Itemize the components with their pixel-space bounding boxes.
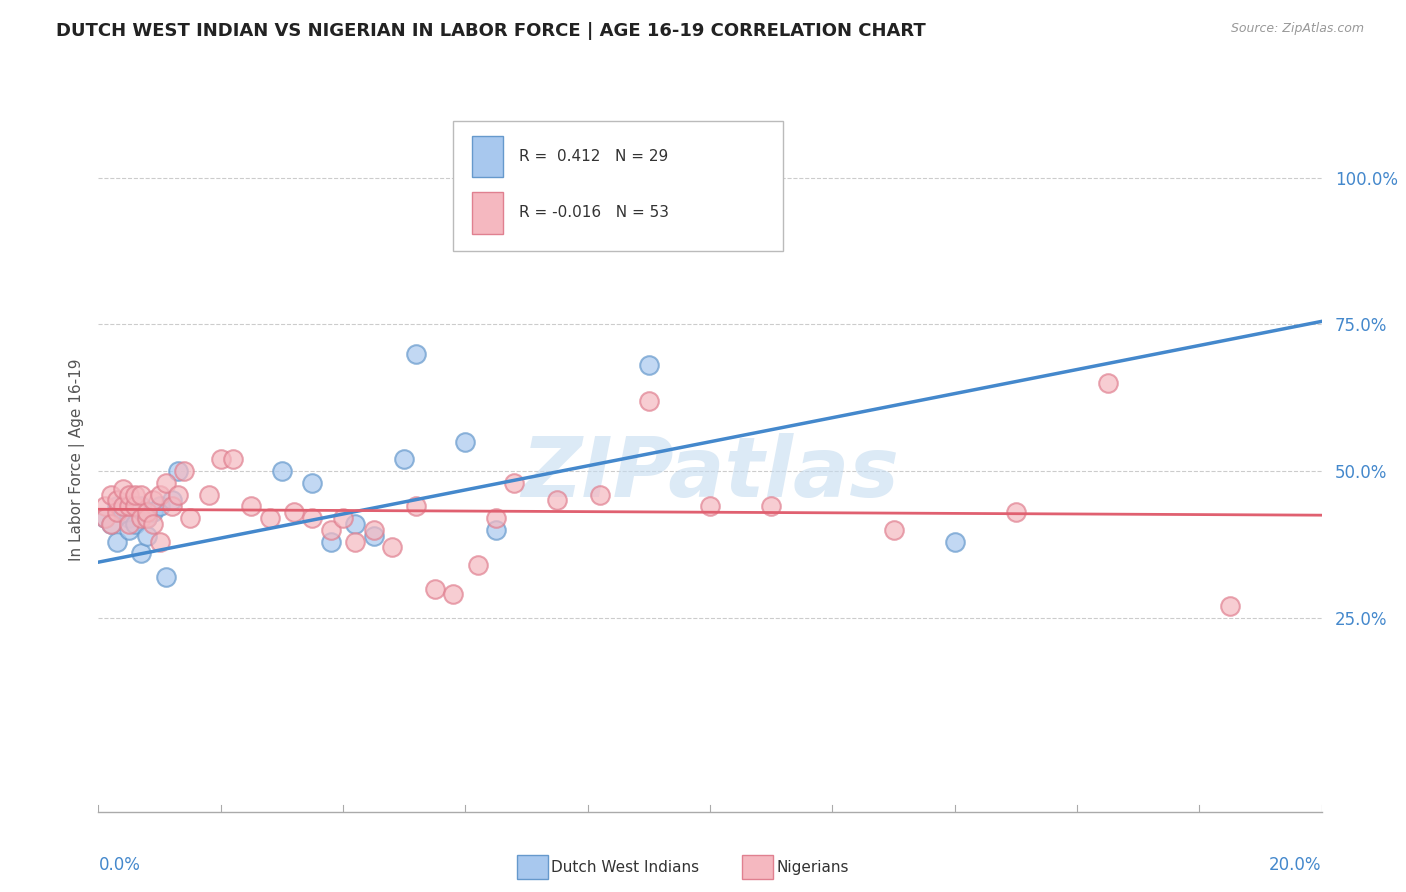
Point: [441, 587, 464, 601]
Point: [118, 500, 141, 514]
Point: [149, 534, 172, 549]
Point: [118, 516, 141, 531]
Point: [149, 500, 172, 514]
Point: [129, 511, 152, 525]
Point: [381, 541, 404, 555]
Point: [546, 493, 568, 508]
Point: [363, 529, 385, 543]
Point: [301, 511, 323, 525]
Point: [111, 505, 134, 519]
Point: [142, 493, 165, 508]
Point: [637, 393, 661, 408]
FancyBboxPatch shape: [471, 192, 503, 234]
Point: [142, 505, 165, 519]
Point: [179, 511, 201, 525]
Point: [589, 487, 612, 501]
Point: [155, 570, 177, 584]
Point: [405, 346, 427, 360]
Point: [124, 500, 146, 514]
Point: [1219, 599, 1241, 614]
Point: [160, 493, 183, 508]
Point: [699, 170, 721, 185]
Y-axis label: In Labor Force | Age 16-19: In Labor Force | Age 16-19: [69, 358, 84, 561]
Point: [270, 464, 292, 478]
Text: R =  0.412   N = 29: R = 0.412 N = 29: [519, 149, 668, 164]
Point: [167, 487, 190, 501]
Point: [467, 558, 489, 573]
Text: Dutch West Indians: Dutch West Indians: [551, 860, 699, 874]
Text: 20.0%: 20.0%: [1270, 855, 1322, 874]
FancyBboxPatch shape: [453, 121, 783, 252]
Point: [240, 500, 263, 514]
Point: [173, 464, 195, 478]
Point: [197, 487, 219, 501]
Point: [100, 487, 122, 501]
Point: [405, 500, 427, 514]
Point: [485, 511, 508, 525]
Point: [118, 511, 141, 525]
Point: [105, 493, 128, 508]
Point: [105, 500, 128, 514]
Point: [283, 505, 305, 519]
Point: [105, 505, 128, 519]
Point: [136, 511, 159, 525]
Point: [637, 359, 661, 373]
Text: ZIPatlas: ZIPatlas: [522, 433, 898, 514]
Point: [118, 523, 141, 537]
Point: [301, 475, 323, 490]
Point: [319, 534, 342, 549]
Point: [759, 500, 782, 514]
Point: [136, 511, 159, 525]
Point: [93, 511, 115, 525]
Point: [943, 534, 966, 549]
Point: [259, 511, 281, 525]
Point: [93, 500, 115, 514]
Point: [344, 534, 367, 549]
Point: [142, 516, 165, 531]
Point: [100, 516, 122, 531]
Point: [118, 487, 141, 501]
Point: [129, 500, 152, 514]
Point: [1004, 505, 1026, 519]
Text: R = -0.016   N = 53: R = -0.016 N = 53: [519, 205, 669, 220]
Text: Nigerians: Nigerians: [776, 860, 849, 874]
Point: [149, 487, 172, 501]
Point: [105, 534, 128, 549]
Point: [485, 523, 508, 537]
Text: DUTCH WEST INDIAN VS NIGERIAN IN LABOR FORCE | AGE 16-19 CORRELATION CHART: DUTCH WEST INDIAN VS NIGERIAN IN LABOR F…: [56, 22, 927, 40]
Text: Source: ZipAtlas.com: Source: ZipAtlas.com: [1230, 22, 1364, 36]
Point: [423, 582, 446, 596]
Point: [454, 434, 477, 449]
Point: [155, 475, 177, 490]
Point: [111, 500, 134, 514]
Point: [392, 452, 416, 467]
Point: [129, 546, 152, 560]
Point: [111, 482, 134, 496]
Point: [332, 511, 354, 525]
Point: [319, 523, 342, 537]
FancyBboxPatch shape: [471, 136, 503, 178]
Text: 0.0%: 0.0%: [98, 855, 141, 874]
Point: [136, 505, 159, 519]
Point: [124, 516, 146, 531]
Point: [209, 452, 232, 467]
Point: [136, 529, 159, 543]
Point: [883, 523, 905, 537]
Point: [129, 487, 152, 501]
Point: [1097, 376, 1119, 390]
Point: [222, 452, 245, 467]
Point: [160, 500, 183, 514]
Point: [167, 464, 190, 478]
Point: [344, 516, 367, 531]
Point: [124, 487, 146, 501]
Point: [100, 516, 122, 531]
Point: [93, 511, 115, 525]
Point: [699, 500, 721, 514]
Point: [363, 523, 385, 537]
Point: [503, 475, 526, 490]
